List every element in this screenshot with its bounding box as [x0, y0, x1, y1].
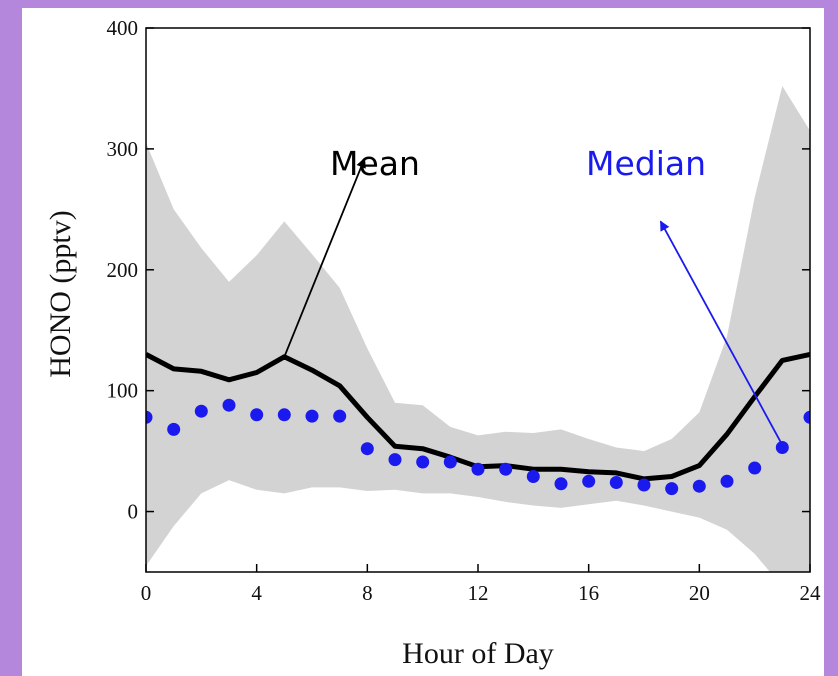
x-tick-label: 0 — [141, 581, 152, 605]
series-median-point — [360, 442, 374, 456]
series-median-point — [416, 455, 430, 469]
series-median-point — [526, 470, 540, 483]
series-median-point — [692, 479, 706, 493]
series-median-point — [250, 408, 264, 422]
series-median-point — [443, 455, 457, 469]
series-median-point — [333, 409, 347, 423]
series-median-point — [471, 462, 485, 476]
series-median-point — [388, 453, 402, 467]
y-tick-label: 100 — [107, 379, 139, 403]
y-axis-title: HONO (pptv) — [44, 210, 77, 377]
y-tick-label: 400 — [107, 16, 139, 40]
chart-frame: Mean Median 0 4 8 12 16 20 24 0 100 200 300 400 Hour … — [22, 8, 824, 676]
series-median-point — [609, 476, 623, 489]
series-median-point — [637, 478, 651, 492]
median-annotation-arrow — [659, 220, 784, 446]
series-median-point — [222, 398, 236, 412]
x-axis-title: Hour of Day — [402, 637, 554, 670]
series-median-point — [720, 474, 734, 488]
series-median-point — [305, 409, 319, 423]
chart-svg: Mean Median 0 4 8 12 16 20 24 0 100 200 300 400 Hour … — [44, 16, 822, 670]
y-tick-label: 200 — [107, 258, 139, 282]
series-median-point — [582, 474, 596, 488]
series-median-point — [146, 410, 153, 424]
mean-annotation-arrow — [283, 157, 366, 358]
y-tick-label: 0 — [128, 500, 139, 524]
series-median-point — [665, 482, 679, 496]
y-tick-label: 300 — [107, 137, 139, 161]
series-median-point — [748, 461, 762, 475]
series-median-point — [499, 462, 513, 476]
x-tick-label: 20 — [689, 581, 710, 605]
range-band — [146, 86, 810, 572]
x-tick-label: 24 — [800, 581, 822, 605]
series-median-point — [775, 441, 789, 454]
x-tick-label: 12 — [468, 581, 489, 605]
x-tick-label: 16 — [578, 581, 599, 605]
median-annotation-label: Median — [586, 144, 706, 183]
series-median-point — [194, 404, 208, 418]
series-median-point — [167, 422, 181, 436]
series-median-point — [803, 410, 810, 424]
x-tick-label: 8 — [362, 581, 373, 605]
mean-annotation-label: Mean — [330, 144, 420, 183]
series-median-point — [277, 408, 291, 422]
series-median-point — [554, 477, 568, 491]
x-tick-label: 4 — [251, 581, 262, 605]
